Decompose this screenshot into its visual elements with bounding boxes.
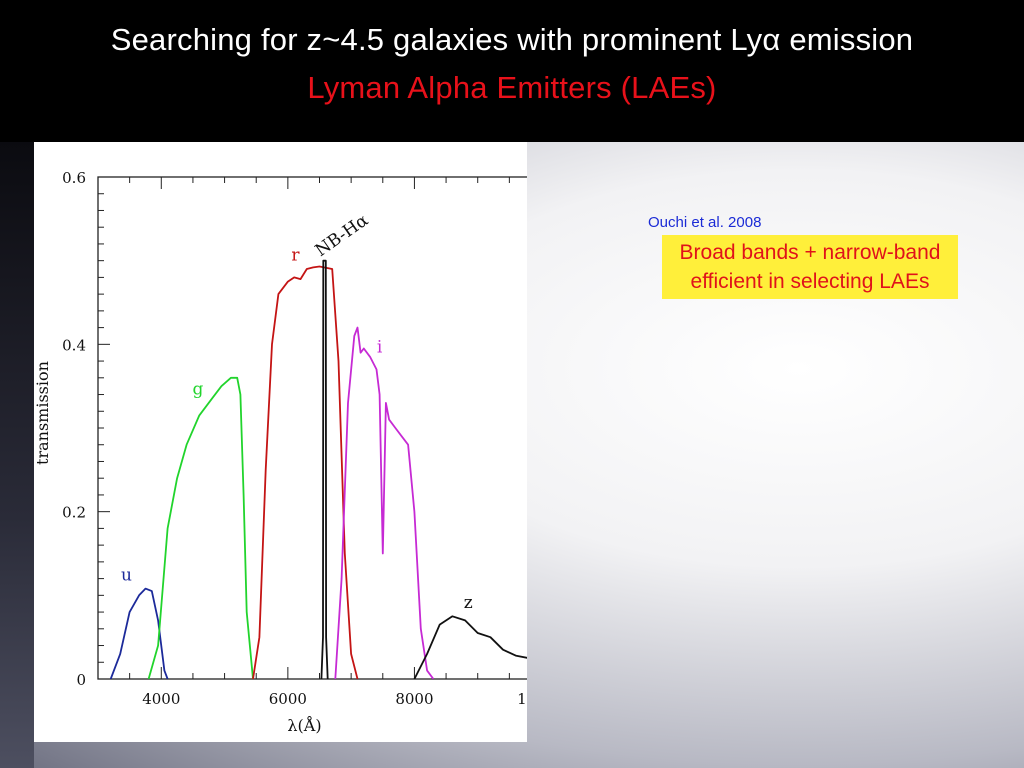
x-axis-label: λ(Å) [287, 715, 321, 735]
highlight-line-2: efficient in selecting LAEs [690, 270, 930, 293]
series-group [109, 259, 527, 679]
series-line-i [334, 326, 435, 679]
filter-transmission-chart: 4000 6000 8000 10000 0 0.2 0.4 0.6 λ(Å) transmiss… [34, 142, 527, 742]
series-line-z [413, 615, 527, 679]
series-line-nbh [320, 259, 329, 679]
highlight-line-1: Broad bands + narrow-band [679, 241, 941, 264]
x-tick-label: 6000 [269, 690, 307, 708]
chart-root: 4000 6000 8000 10000 0 0.2 0.4 0.6 λ(Å) transmiss… [34, 169, 527, 735]
highlight-box: Broad bands + narrow-band efficient in s… [662, 235, 958, 299]
title-bar [0, 0, 1024, 142]
x-tick-label: 4000 [142, 690, 180, 708]
series-line-g [147, 376, 254, 679]
series-label-nbh: NB-Hα [312, 210, 373, 261]
slide-title: Searching for z~4.5 galaxies with promin… [110, 22, 914, 57]
y-tick-label: 0.6 [62, 169, 86, 187]
y-tick-label: 0.4 [62, 336, 86, 354]
y-tick-label: 0.2 [62, 504, 86, 522]
series-line-u [109, 587, 169, 679]
chart-svg: 4000 6000 8000 10000 0 0.2 0.4 0.6 λ(Å) transmiss… [34, 169, 527, 735]
citation-text: Ouchi et al. 2008 [648, 214, 762, 231]
x-tick-label: 8000 [395, 690, 433, 708]
x-tick-label: 10000 [517, 690, 527, 708]
y-axis-label: transmission [34, 361, 52, 465]
series-label-u: u [121, 565, 132, 585]
series-label-r: r [291, 246, 300, 266]
series-label-z: z [464, 593, 473, 613]
series-label-g: g [193, 380, 204, 400]
series-label-i: i [377, 338, 383, 358]
series-line-r [252, 265, 359, 679]
slide-subtitle: Lyman Alpha Emitters (LAEs) [307, 70, 717, 105]
left-edge-background [0, 142, 34, 768]
y-tick-label: 0 [76, 671, 86, 689]
